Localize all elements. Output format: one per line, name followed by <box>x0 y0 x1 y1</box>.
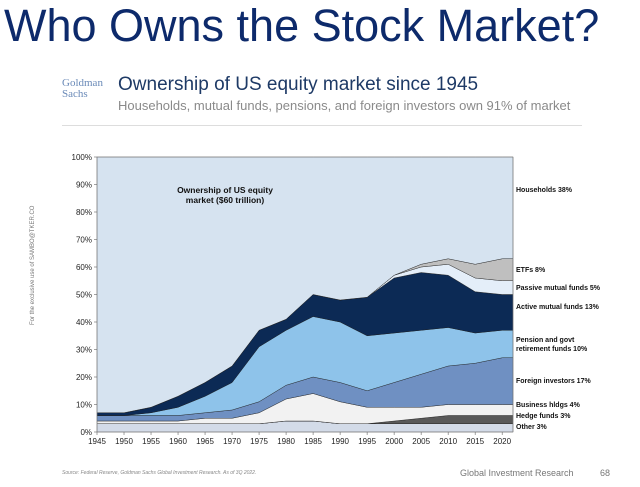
page-number: 68 <box>600 468 611 478</box>
x-tick-label: 1950 <box>115 437 133 446</box>
y-tick-label: 50% <box>76 291 92 300</box>
series-label: Passive mutual funds 5% <box>516 285 601 292</box>
y-tick-label: 10% <box>76 401 92 410</box>
divider <box>62 125 582 126</box>
series-label: Active mutual funds 13% <box>516 304 599 311</box>
x-tick-label: 1985 <box>304 437 322 446</box>
series-label: Business hldgs 4% <box>516 402 580 409</box>
x-tick-label: 1980 <box>277 437 295 446</box>
x-tick-label: 2005 <box>412 437 430 446</box>
x-tick-label: 1960 <box>169 437 187 446</box>
x-tick-label: 1945 <box>88 437 106 446</box>
x-tick-label: 2015 <box>466 437 484 446</box>
page-title: Who Owns the Stock Market? <box>4 0 600 51</box>
y-tick-label: 40% <box>76 318 92 327</box>
x-tick-label: 1995 <box>358 437 376 446</box>
x-tick-label: 1970 <box>223 437 241 446</box>
y-tick-label: 90% <box>76 181 92 190</box>
x-tick-label: 1990 <box>331 437 349 446</box>
logo: Goldman Sachs <box>62 77 103 100</box>
x-tick-label: 1965 <box>196 437 214 446</box>
y-tick-label: 100% <box>72 153 92 162</box>
y-tick-label: 20% <box>76 373 92 382</box>
series-label: Other 3% <box>516 424 547 431</box>
series-label: Pension and govt retirement funds 10% <box>516 337 588 353</box>
chart-title: Ownership of US equity market since 1945 <box>118 74 479 95</box>
source: Source: Federal Reserve, Goldman Sachs G… <box>62 470 257 476</box>
y-tick-label: 80% <box>76 208 92 217</box>
y-tick-label: 70% <box>76 236 92 245</box>
series-label: Hedge funds 3% <box>516 413 571 420</box>
x-tick-label: 1975 <box>250 437 268 446</box>
x-tick-label: 2010 <box>439 437 457 446</box>
x-tick-label: 2000 <box>385 437 403 446</box>
x-tick-label: 1955 <box>142 437 160 446</box>
series-label: Foreign investors 17% <box>516 378 591 385</box>
y-tick-label: 30% <box>76 346 92 355</box>
chart-subtitle: Households, mutual funds, pensions, and … <box>118 98 571 113</box>
y-tick-label: 60% <box>76 263 92 272</box>
series-label: Households 38% <box>516 187 573 194</box>
x-tick-label: 2020 <box>493 437 511 446</box>
footer-brand: Global Investment Research <box>460 468 574 478</box>
y-tick-label: 0% <box>80 428 92 437</box>
annotation: Ownership of US equity market ($60 trill… <box>177 185 273 205</box>
series-label: ETFs 8% <box>516 267 546 274</box>
